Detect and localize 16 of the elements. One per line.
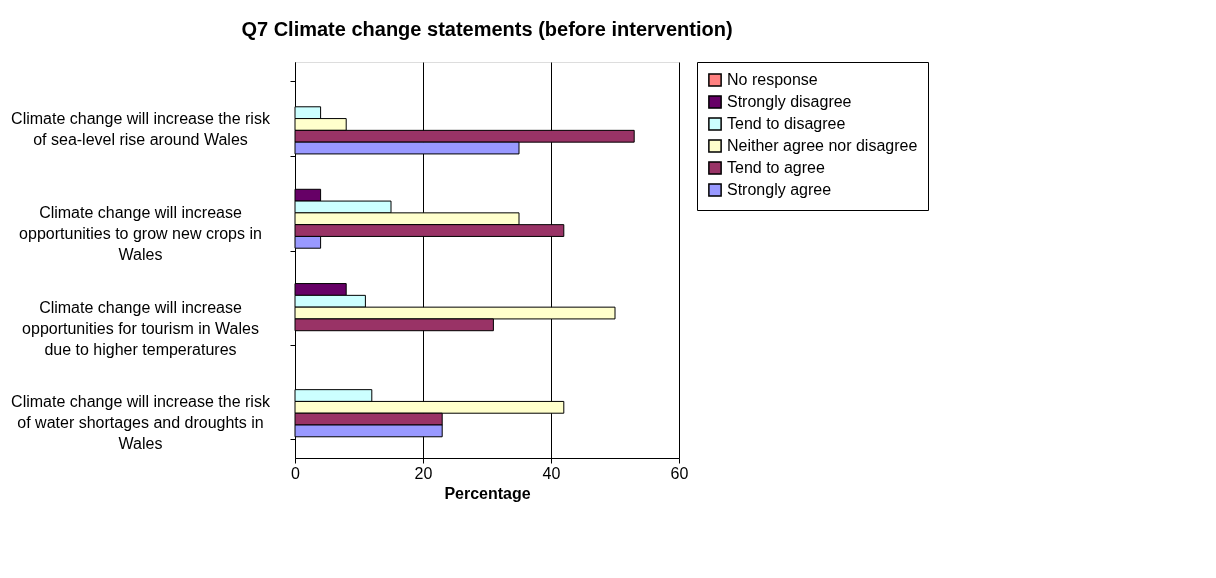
chart-title: Q7 Climate change statements (before intervention) [241, 18, 733, 40]
y-tick-label: Climate change will increase the risk of sea-level rise around Wales [11, 110, 271, 149]
y-tick-label: Climate change will increase the risk of water shortages and droughts in Wales [11, 392, 271, 452]
x-axis-title: Percentage [444, 484, 531, 502]
x-tick-label: 0 [291, 464, 301, 482]
x-tick-label: 40 [542, 464, 561, 482]
legend-label: No response [727, 71, 818, 88]
legend-label: Strongly agree [727, 181, 832, 198]
x-tick-label: 20 [414, 464, 433, 482]
legend-label: Tend to agree [727, 159, 825, 176]
y-tick-label: Climate change will increase opportunities for tourism in Wales due to higher temperatures [22, 298, 259, 358]
legend-label: Strongly disagree [727, 93, 852, 110]
y-tick-label: Climate change will increase opportunities to grow new crops in Wales [19, 204, 262, 264]
x-tick-label: 60 [670, 464, 689, 482]
legend-label: Tend to disagree [727, 115, 846, 132]
legend-label: Neither agree nor disagree [727, 137, 918, 154]
